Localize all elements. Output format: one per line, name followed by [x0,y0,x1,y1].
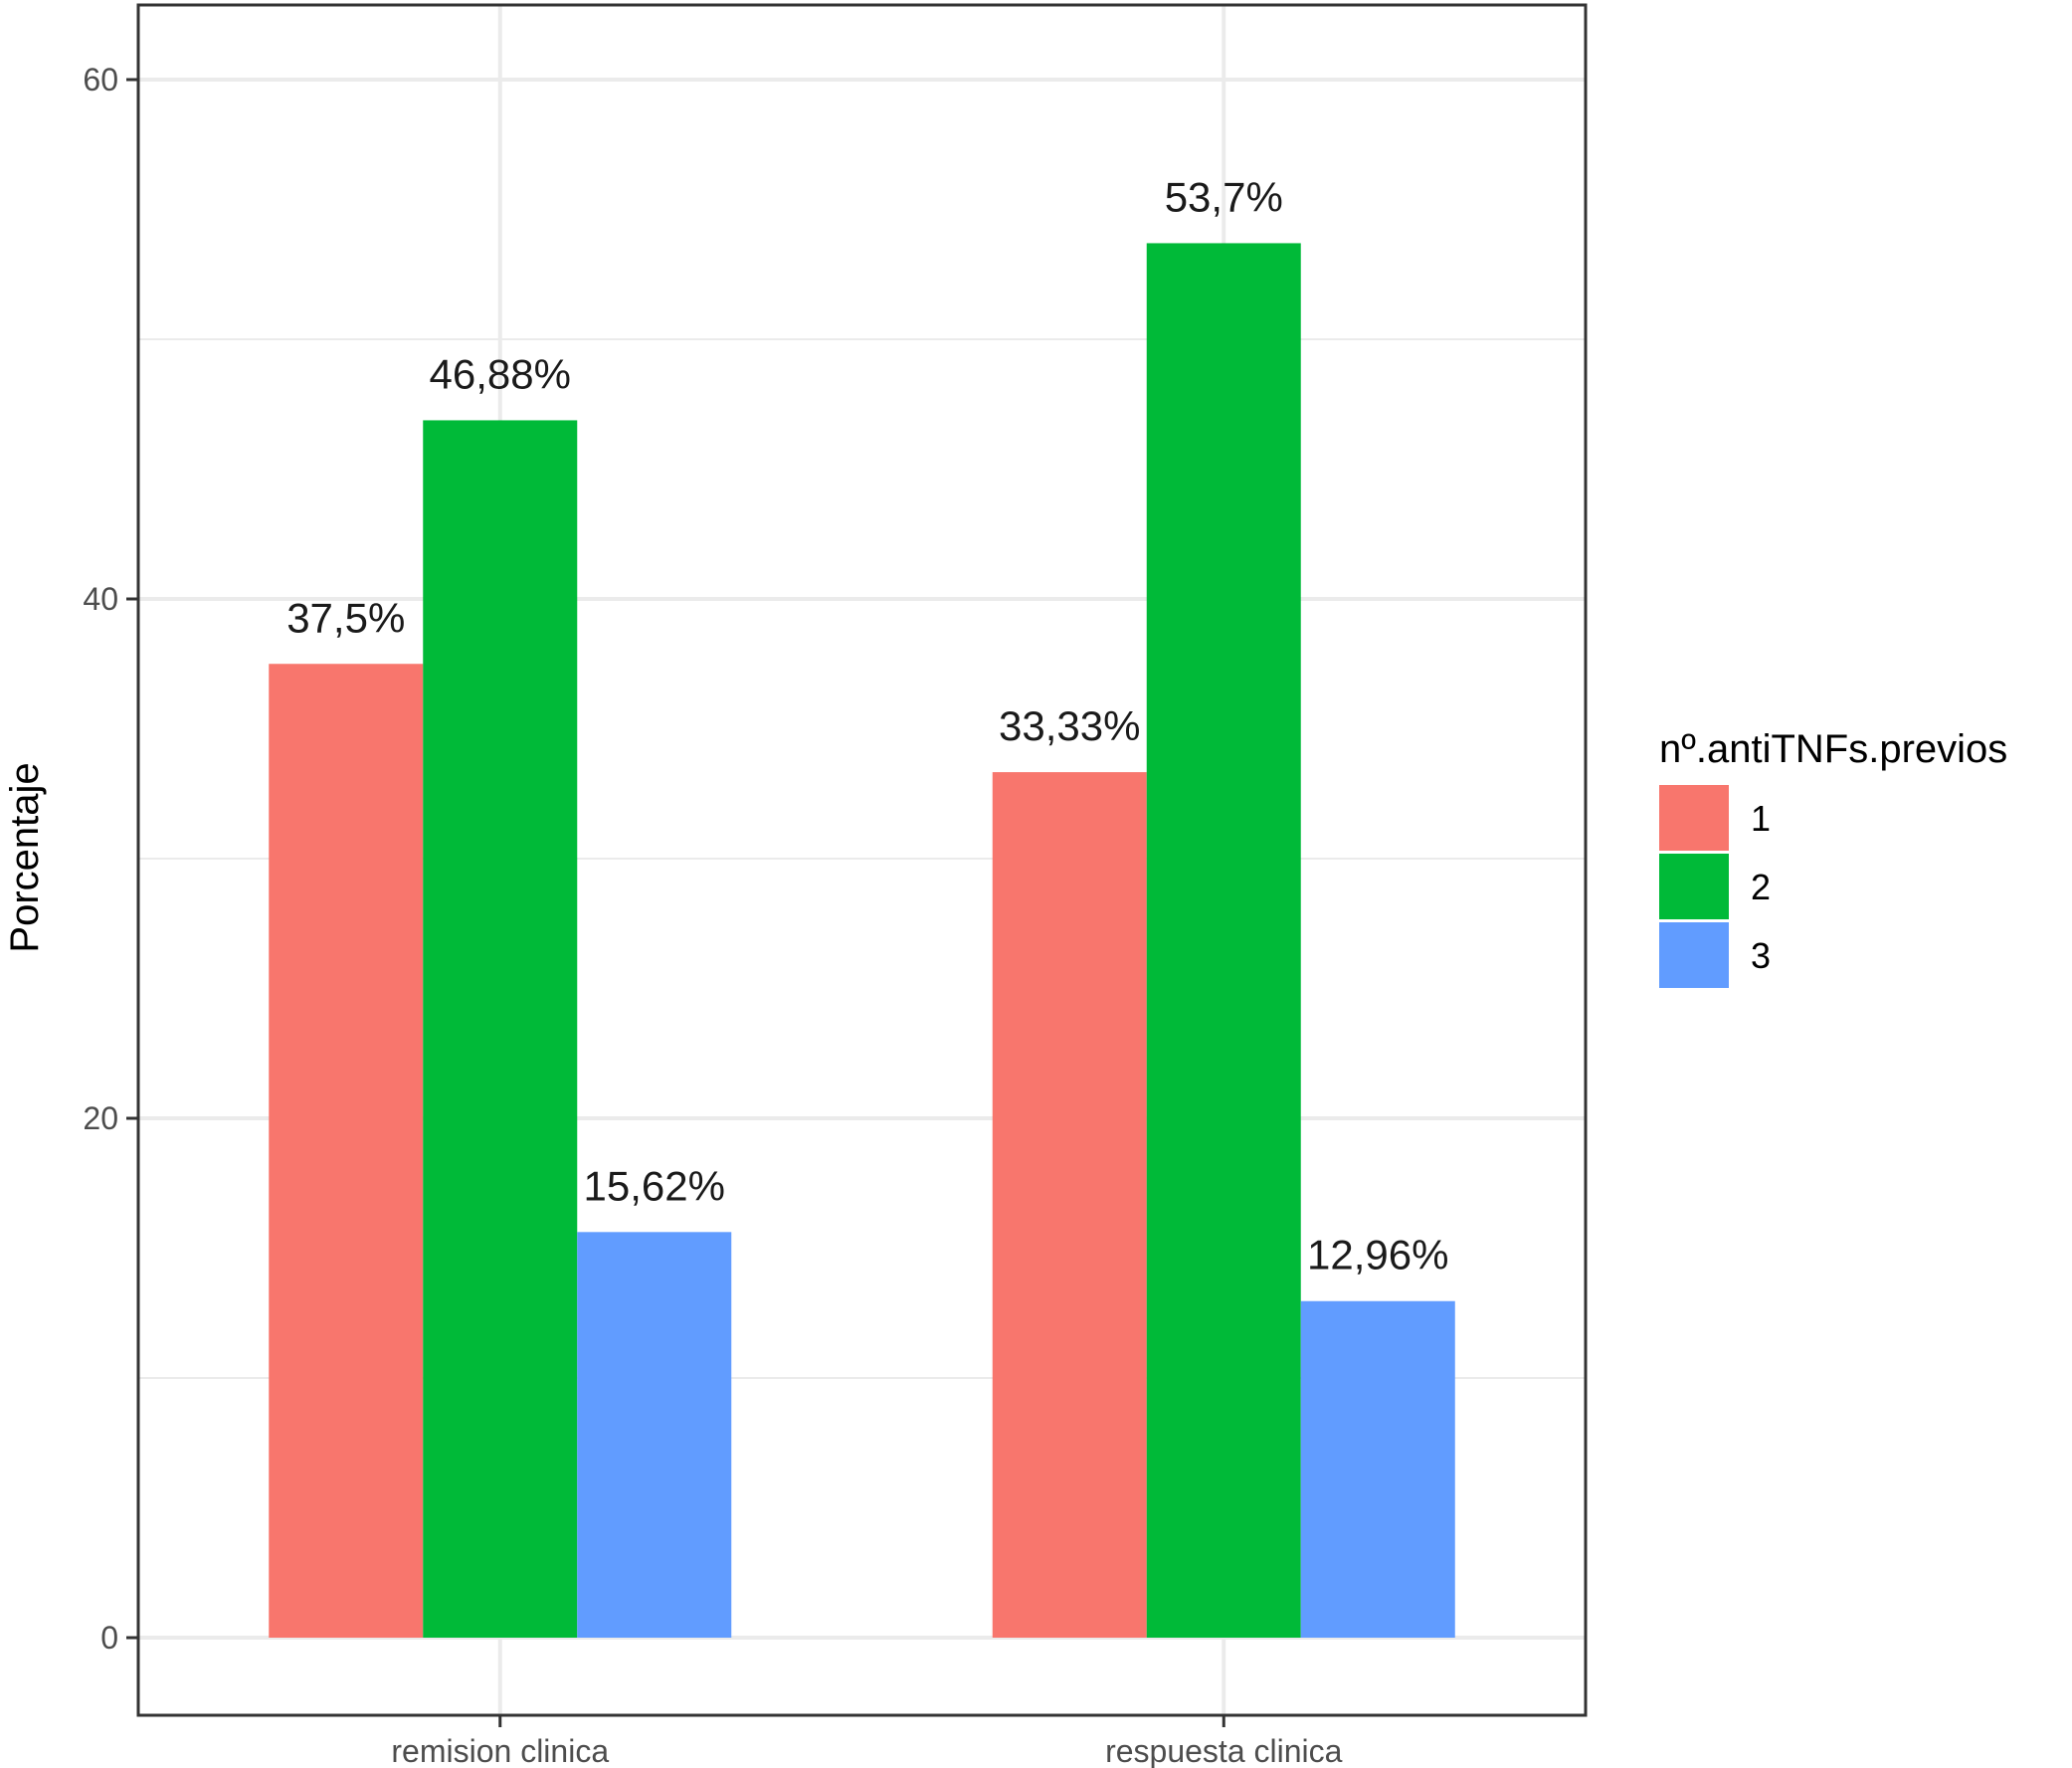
data-label: 33,33% [999,702,1140,749]
plot-border [136,3,1588,1717]
y-tick-label: 0 [100,1620,118,1656]
legend-key [1659,854,1729,919]
y-axis: 0 20 40 60 [83,62,138,1656]
y-tick-label: 40 [83,581,118,617]
x-tick-label: remision clinica [391,1733,609,1768]
bar [992,772,1147,1638]
y-tick-label: 20 [83,1100,118,1136]
x-axis: remision clinica respuesta clinica [391,1715,1343,1768]
data-labels: 37,5% 46,88% 15,62% 33,33% 53,7% 12,96% [286,173,1448,1277]
bars [269,243,1455,1639]
bar [1146,243,1301,1639]
bar [577,1232,732,1638]
bar [1300,1300,1455,1638]
legend-label: 3 [1751,935,1771,976]
legend-label: 2 [1751,867,1771,907]
legend-key [1659,922,1729,988]
x-tick-label: respuesta clinica [1105,1733,1343,1768]
legend-key [1659,785,1729,851]
legend-title: nº.antiTNFs.previos [1659,727,2007,771]
data-label: 12,96% [1307,1232,1448,1278]
data-label: 46,88% [430,350,571,397]
data-label: 15,62% [584,1162,725,1209]
y-tick-label: 60 [83,62,118,98]
data-label: 53,7% [1165,173,1283,220]
bar [423,420,578,1638]
legend-label: 1 [1751,798,1771,839]
legend: nº.antiTNFs.previos 1 2 3 [1659,727,2007,988]
y-axis-title: Porcentaje [3,762,47,952]
data-label: 37,5% [286,594,405,641]
bar [269,664,424,1638]
